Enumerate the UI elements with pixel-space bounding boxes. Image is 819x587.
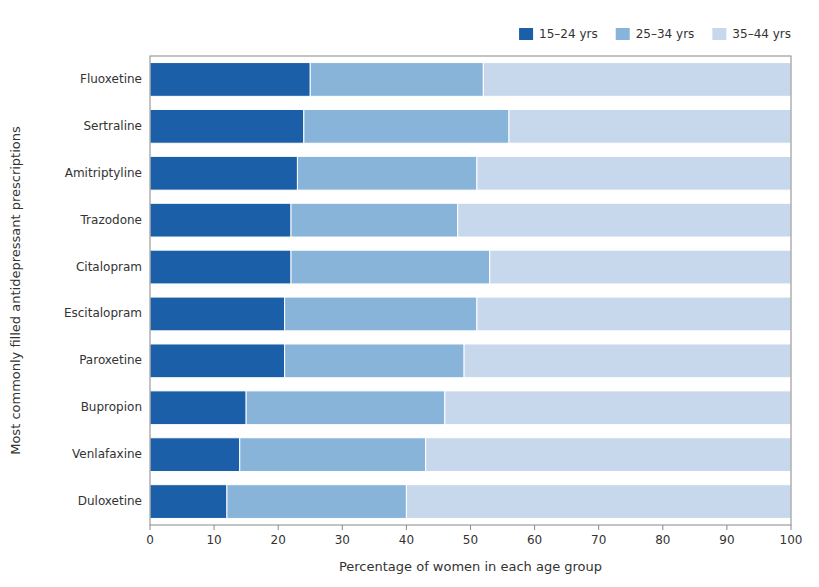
legend-label: 35–44 yrs xyxy=(732,27,791,41)
y-tick-label: Paroxetine xyxy=(79,353,142,367)
legend-swatch xyxy=(519,28,533,40)
y-tick-label: Citalopram xyxy=(76,260,142,274)
bar-segment xyxy=(240,438,426,472)
x-tick xyxy=(150,525,151,530)
bar-segment xyxy=(150,203,291,237)
x-axis-label: Percentage of women in each age group xyxy=(339,559,602,574)
x-tick-label: 60 xyxy=(527,533,542,547)
bar-segment xyxy=(150,156,297,190)
bar-segment xyxy=(291,250,490,284)
x-tick-label: 40 xyxy=(399,533,414,547)
bar-segment xyxy=(483,63,791,97)
bar-segment xyxy=(150,391,246,425)
x-tick xyxy=(406,525,407,530)
legend-swatch xyxy=(712,28,726,40)
bar-segment xyxy=(509,109,791,143)
x-tick xyxy=(214,525,215,530)
y-tick-label: Venlafaxine xyxy=(72,447,142,461)
legend-label: 15–24 yrs xyxy=(539,27,598,41)
x-tick-label: 20 xyxy=(271,533,286,547)
chart-container: 0 10 20 30 40 50 60 70 80 90 100 Fluoxetine Sertrali… xyxy=(0,0,819,587)
y-tick-label: Amitriptyline xyxy=(65,166,142,180)
x-tick xyxy=(470,525,471,530)
x-tick xyxy=(791,525,792,530)
legend-label: 25–34 yrs xyxy=(636,27,695,41)
bar-segment xyxy=(406,485,791,519)
x-tick xyxy=(534,525,535,530)
x-tick xyxy=(662,525,663,530)
bar-segment xyxy=(150,63,310,97)
bar-segment xyxy=(150,297,285,331)
y-axis: Fluoxetine Sertraline Amitriptyline Trazodo… xyxy=(64,72,142,508)
x-tick xyxy=(342,525,343,530)
bar-segment xyxy=(285,297,477,331)
plot-frame xyxy=(150,56,791,525)
legend-swatch xyxy=(616,28,630,40)
legend: 15–24 yrs 25–34 yrs 35–44 yrs xyxy=(519,27,791,41)
x-tick-label: 90 xyxy=(719,533,734,547)
y-tick-label: Duloxetine xyxy=(78,494,142,508)
x-tick-label: 50 xyxy=(463,533,478,547)
y-axis-label: Most commonly filled antidepressant pres… xyxy=(8,126,23,455)
x-axis: 0 10 20 30 40 50 60 70 80 90 100 xyxy=(146,525,802,547)
bar-segment xyxy=(304,109,509,143)
x-tick xyxy=(726,525,727,530)
bar-segment xyxy=(464,344,791,378)
bar-segment xyxy=(285,344,464,378)
chart-svg: 0 10 20 30 40 50 60 70 80 90 100 Fluoxetine Sertrali… xyxy=(0,0,819,587)
x-tick-label: 100 xyxy=(780,533,803,547)
x-tick-label: 10 xyxy=(206,533,221,547)
legend-item: 35–44 yrs xyxy=(712,27,791,41)
bar-segment xyxy=(310,63,483,97)
bar-segment xyxy=(150,438,240,472)
bar-segment xyxy=(150,485,227,519)
y-tick-label: Trazodone xyxy=(80,213,142,227)
x-tick-label: 70 xyxy=(591,533,606,547)
bar-segment xyxy=(150,344,285,378)
y-tick-label: Escitalopram xyxy=(64,306,142,320)
x-tick-label: 30 xyxy=(335,533,350,547)
x-tick-label: 0 xyxy=(146,533,154,547)
bar-segment xyxy=(490,250,791,284)
x-tick xyxy=(278,525,279,530)
bar-segment xyxy=(291,203,458,237)
y-tick-label: Sertraline xyxy=(83,119,142,133)
bar-segment xyxy=(426,438,791,472)
legend-item: 15–24 yrs xyxy=(519,27,598,41)
bar-segment xyxy=(246,391,445,425)
legend-item: 25–34 yrs xyxy=(616,27,695,41)
bars xyxy=(150,63,791,519)
x-tick xyxy=(598,525,599,530)
y-tick-label: Fluoxetine xyxy=(80,72,142,86)
bar-segment xyxy=(150,250,291,284)
bar-segment xyxy=(477,297,791,331)
bar-segment xyxy=(445,391,791,425)
y-tick-label: Bupropion xyxy=(81,400,142,414)
x-tick-label: 80 xyxy=(655,533,670,547)
bar-segment xyxy=(227,485,406,519)
bar-segment xyxy=(477,156,791,190)
bar-segment xyxy=(150,109,304,143)
bar-segment xyxy=(458,203,791,237)
bar-segment xyxy=(297,156,476,190)
